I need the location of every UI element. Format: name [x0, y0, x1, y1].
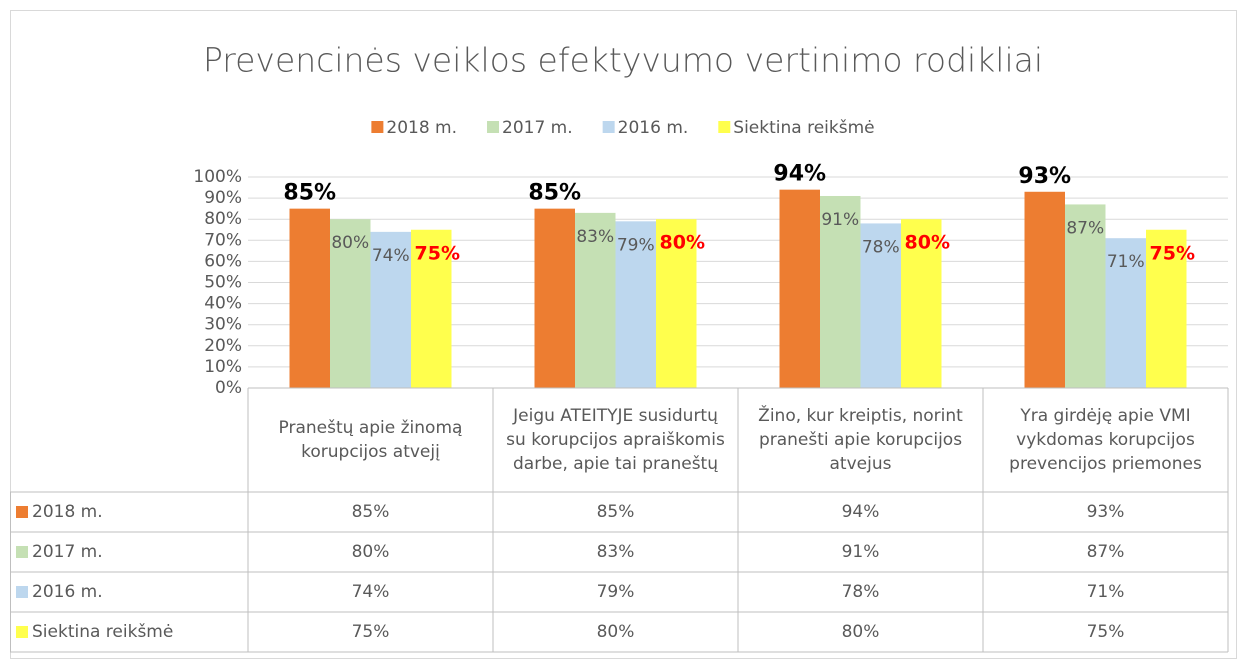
- bar: [1146, 229, 1187, 388]
- data-label: 75%: [415, 242, 460, 264]
- table-cell: 80%: [842, 622, 880, 642]
- x-tick-label: Yra girdėję apie VMI vykdomas korupcijos…: [1009, 406, 1202, 474]
- bar: [1065, 204, 1106, 388]
- data-label: 93%: [1018, 164, 1071, 189]
- bar: [289, 208, 330, 388]
- legend-key: [718, 121, 731, 133]
- table-row-label: Siektina reikšmė: [32, 622, 173, 642]
- table-legend-key: [16, 586, 28, 598]
- table-cell: 80%: [597, 622, 635, 642]
- y-tick-label: 30%: [204, 315, 242, 335]
- data-label: 94%: [773, 162, 826, 187]
- table-cell: 85%: [352, 502, 390, 522]
- table-cell: 79%: [597, 582, 635, 602]
- category-cell: Žino, kur kreiptis, norint pranešti apie…: [758, 406, 963, 474]
- x-tick-label: Praneštų apie žinomą korupcijos atvejį: [278, 418, 463, 462]
- bar: [411, 229, 452, 388]
- legend-key: [487, 121, 500, 133]
- bar: [901, 219, 942, 388]
- table-cell: 78%: [842, 582, 880, 602]
- x-tick-label: Žino, kur kreiptis, norint pranešti apie…: [758, 406, 963, 474]
- data-label: 71%: [1107, 252, 1145, 272]
- bar: [1024, 191, 1065, 388]
- category-cell: Praneštų apie žinomą korupcijos atvejį: [278, 418, 463, 462]
- table-cell: 85%: [597, 502, 635, 522]
- data-label: 80%: [660, 232, 705, 254]
- legend-label: Siektina reikšmė: [733, 118, 874, 138]
- data-label: 74%: [372, 246, 410, 266]
- table-cell: 75%: [1087, 622, 1125, 642]
- y-tick-label: 70%: [204, 230, 242, 250]
- category-cell: Jeigu ATEITYJE susidurtų su korupcijos a…: [506, 406, 725, 474]
- y-tick-label: 20%: [204, 336, 242, 356]
- table-cell: 93%: [1087, 502, 1125, 522]
- table-row-label: 2018 m.: [32, 502, 103, 522]
- table-legend-key: [16, 506, 28, 518]
- bar: [1105, 238, 1146, 388]
- y-tick-label: 60%: [204, 251, 242, 271]
- data-label: 79%: [617, 235, 655, 255]
- legend: 2018 m. 2017 m. 2016 m. Siektina reikšmė: [371, 118, 875, 138]
- data-label: 91%: [821, 210, 859, 230]
- legend-key: [371, 121, 384, 133]
- legend-key: [602, 121, 615, 133]
- data-label: 85%: [528, 181, 581, 206]
- data-label: 83%: [576, 227, 614, 247]
- table-cell: 94%: [842, 502, 880, 522]
- data-label: 85%: [283, 181, 336, 206]
- table-legend-key: [16, 546, 28, 558]
- bar: [575, 212, 616, 388]
- x-tick-label: Jeigu ATEITYJE susidurtų su korupcijos a…: [506, 406, 725, 474]
- y-tick-label: 90%: [204, 188, 242, 208]
- y-tick-label: 100%: [193, 167, 242, 187]
- table-cell: 83%: [597, 542, 635, 562]
- legend-label: 2017 m.: [502, 118, 573, 138]
- bar: [860, 223, 901, 388]
- chart-title: Prevencinės veiklos efektyvumo vertinimo…: [203, 41, 1043, 80]
- table-row-label: 2016 m.: [32, 582, 103, 602]
- legend-label: 2016 m.: [618, 118, 689, 138]
- table-cell: 74%: [352, 582, 390, 602]
- bar: [820, 195, 861, 388]
- table-legend-key: [16, 626, 28, 638]
- y-tick-label: 0%: [215, 378, 242, 398]
- category-cell: Yra girdėję apie VMI vykdomas korupcijos…: [1009, 406, 1202, 474]
- y-tick-label: 50%: [204, 273, 242, 293]
- data-label: 80%: [331, 233, 369, 253]
- y-tick-label: 80%: [204, 209, 242, 229]
- table-cell: 87%: [1087, 542, 1125, 562]
- data-label: 80%: [905, 232, 950, 254]
- data-label: 78%: [862, 237, 900, 257]
- table-cell: 80%: [352, 542, 390, 562]
- data-label: 87%: [1066, 218, 1104, 238]
- table-row-label: 2017 m.: [32, 542, 103, 562]
- data-label: 75%: [1150, 242, 1195, 264]
- table-cell: 91%: [842, 542, 880, 562]
- bar: [656, 219, 697, 388]
- table-cell: 75%: [352, 622, 390, 642]
- bar: [534, 208, 575, 388]
- bar: [615, 221, 656, 388]
- bar: [330, 219, 371, 388]
- bar: [779, 189, 820, 388]
- bar: [370, 231, 411, 388]
- table-cell: 71%: [1087, 582, 1125, 602]
- y-tick-label: 10%: [204, 357, 242, 377]
- legend-label: 2018 m.: [386, 118, 457, 138]
- y-tick-label: 40%: [204, 294, 242, 314]
